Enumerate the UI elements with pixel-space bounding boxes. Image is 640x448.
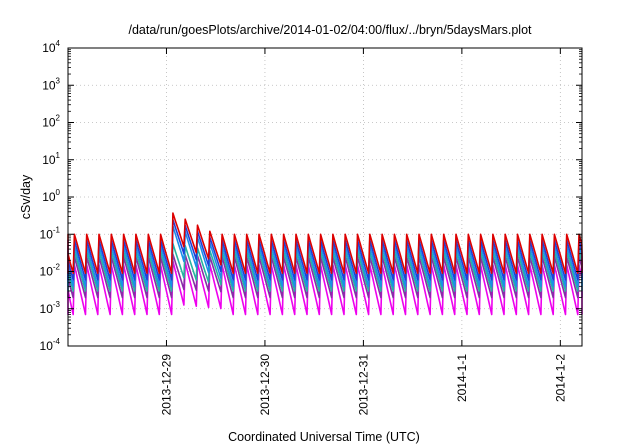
- x-tick-labels: 2013-12-29 2013-12-30 2013-12-31 2014-1-1 20…: [159, 354, 567, 416]
- y-axis-label: cSv/day: [19, 174, 33, 219]
- y-tick-label: 10-1: [40, 225, 61, 241]
- x-tick-label: 2013-12-31: [356, 354, 370, 416]
- y-tick-label: 10-4: [40, 337, 61, 353]
- ticks: [68, 47, 582, 347]
- x-axis-label: Coordinated Universal Time (UTC): [228, 430, 420, 444]
- x-tick-label: 2014-1-2: [553, 354, 567, 402]
- data-series-line: [67, 212, 583, 274]
- x-tick-label: 2014-1-1: [455, 354, 469, 402]
- y-tick-labels: 10-4 10-3 10-2 10-1 100 101 102 103 104: [40, 39, 61, 353]
- y-tick-label: 100: [42, 188, 60, 204]
- series-layer: [67, 212, 583, 316]
- chart-title: /data/run/goesPlots/archive/2014-01-02/0…: [128, 23, 532, 37]
- x-tick-label: 2013-12-29: [159, 354, 173, 416]
- y-tick-label: 102: [42, 114, 60, 130]
- y-tick-label: 103: [42, 76, 60, 92]
- y-tick-label: 101: [42, 151, 60, 167]
- y-tick-label: 104: [42, 39, 60, 55]
- y-tick-label: 10-3: [40, 300, 61, 316]
- x-tick-label: 2013-12-30: [258, 354, 272, 416]
- y-tick-label: 10-2: [40, 263, 61, 279]
